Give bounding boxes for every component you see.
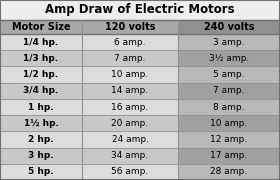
- Text: 1 hp.: 1 hp.: [28, 102, 54, 111]
- Text: 12 amp.: 12 amp.: [211, 135, 248, 144]
- Bar: [82, 50, 178, 66]
- Text: 7 amp.: 7 amp.: [114, 54, 146, 63]
- Bar: [0, 0, 280, 20]
- Bar: [178, 115, 280, 131]
- Bar: [0, 148, 82, 164]
- Text: 28 amp.: 28 amp.: [211, 167, 248, 176]
- Bar: [82, 115, 178, 131]
- Text: 16 amp.: 16 amp.: [111, 102, 149, 111]
- Text: 10 amp.: 10 amp.: [111, 70, 149, 79]
- Text: 24 amp.: 24 amp.: [111, 135, 148, 144]
- Bar: [178, 131, 280, 148]
- Bar: [178, 164, 280, 180]
- Bar: [0, 83, 82, 99]
- Text: 3 amp.: 3 amp.: [213, 38, 245, 47]
- Bar: [0, 131, 82, 148]
- Bar: [82, 20, 178, 34]
- Bar: [82, 164, 178, 180]
- Text: 120 volts: 120 volts: [105, 22, 155, 32]
- Bar: [0, 50, 82, 66]
- Text: 34 amp.: 34 amp.: [111, 151, 149, 160]
- Bar: [178, 99, 280, 115]
- Text: 6 amp.: 6 amp.: [114, 38, 146, 47]
- Text: 14 amp.: 14 amp.: [111, 86, 149, 95]
- Text: 3 hp.: 3 hp.: [28, 151, 54, 160]
- Bar: [178, 50, 280, 66]
- Bar: [178, 66, 280, 83]
- Bar: [0, 20, 82, 34]
- Text: 56 amp.: 56 amp.: [111, 167, 149, 176]
- Text: 5 amp.: 5 amp.: [213, 70, 245, 79]
- Bar: [0, 99, 82, 115]
- Bar: [82, 148, 178, 164]
- Text: 3/4 hp.: 3/4 hp.: [23, 86, 59, 95]
- Bar: [0, 164, 82, 180]
- Bar: [82, 66, 178, 83]
- Text: 1/4 hp.: 1/4 hp.: [23, 38, 59, 47]
- Text: Motor Size: Motor Size: [12, 22, 70, 32]
- Bar: [82, 34, 178, 50]
- Text: 7 amp.: 7 amp.: [213, 86, 245, 95]
- Text: 20 amp.: 20 amp.: [111, 119, 149, 128]
- Text: 8 amp.: 8 amp.: [213, 102, 245, 111]
- Bar: [178, 20, 280, 34]
- Text: 17 amp.: 17 amp.: [210, 151, 248, 160]
- Bar: [178, 83, 280, 99]
- Text: 1½ hp.: 1½ hp.: [24, 119, 59, 128]
- Bar: [82, 99, 178, 115]
- Bar: [0, 115, 82, 131]
- Bar: [0, 66, 82, 83]
- Text: 5 hp.: 5 hp.: [28, 167, 54, 176]
- Bar: [0, 34, 82, 50]
- Text: 3½ amp.: 3½ amp.: [209, 54, 249, 63]
- Text: 240 volts: 240 volts: [204, 22, 254, 32]
- Bar: [178, 34, 280, 50]
- Bar: [82, 131, 178, 148]
- Bar: [178, 148, 280, 164]
- Text: Amp Draw of Electric Motors: Amp Draw of Electric Motors: [45, 3, 235, 17]
- Text: 1/3 hp.: 1/3 hp.: [24, 54, 59, 63]
- Bar: [82, 83, 178, 99]
- Text: 2 hp.: 2 hp.: [28, 135, 54, 144]
- Text: 1/2 hp.: 1/2 hp.: [24, 70, 59, 79]
- Text: 10 amp.: 10 amp.: [210, 119, 248, 128]
